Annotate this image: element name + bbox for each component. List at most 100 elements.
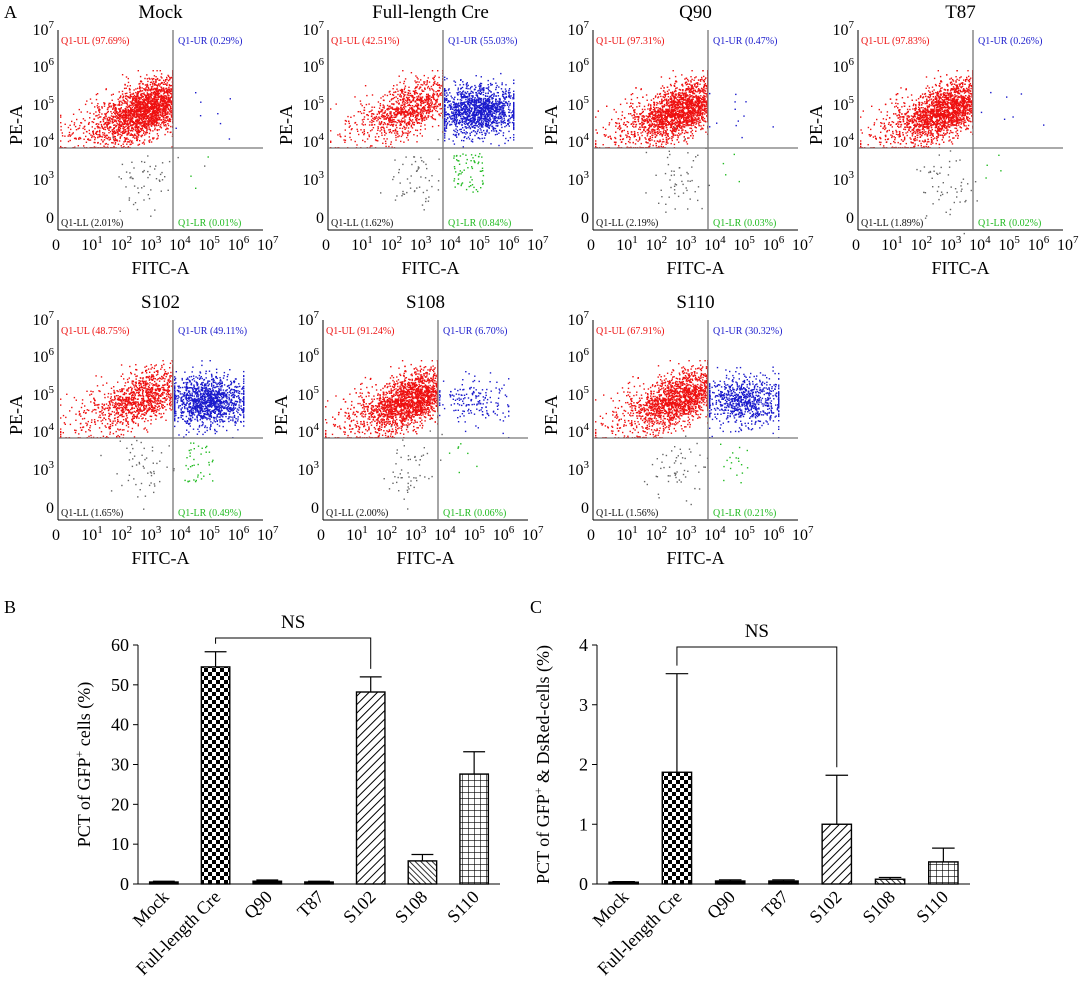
dot-ul [113,127,116,129]
dot-ul [371,129,373,131]
dot-ur [459,121,462,123]
dot-ul [123,141,125,143]
dot-ul [139,104,142,106]
dot-ul [133,108,135,110]
dot-ur [456,131,458,134]
dot-ul [124,126,126,128]
dot-ul [398,121,400,123]
dot-ul [148,102,150,104]
dot-ur [509,121,511,124]
dot-ur [476,109,479,111]
dot-ur [478,113,480,115]
dot-ul [344,119,347,122]
dot-ul [164,121,167,123]
dot-ul [426,109,428,112]
dot-ul [138,98,141,100]
dot-ul [145,107,147,110]
dot-ul [391,117,393,119]
dot-ul [169,118,172,121]
dot-ul [166,91,169,93]
dot-ul [382,104,384,106]
dot-ul [167,108,169,111]
dot-ul [125,101,127,103]
dot-ur [228,138,231,140]
dot-ul [126,85,129,87]
dot-ul [420,111,422,113]
dot-ur [444,135,446,137]
dot-ur [473,120,475,123]
dot-ur [472,96,474,99]
dot-ul [88,121,90,124]
dot-ul [150,124,152,127]
dot-ul [79,137,82,140]
dot-ur [448,120,450,123]
dot-ul [82,132,85,134]
dot-ul [394,91,397,93]
dot-ul [428,106,430,109]
dot-ul [162,116,165,118]
dot-ur [472,91,474,93]
dot-ul [434,118,436,120]
dot-ur [498,144,500,147]
dot-ul [409,101,412,103]
dot-ul [421,118,424,121]
dot-ur [500,107,502,109]
dot-ul [350,116,352,118]
dot-ul [139,127,142,130]
dot-ul [166,78,168,80]
dot-ul [153,103,155,106]
dot-ur [460,130,462,133]
dot-ul [145,87,147,89]
dot-ul [98,114,100,116]
dot-ur [456,103,458,105]
dot-ul [155,109,157,111]
dot-ur [509,109,511,111]
dot-ur [465,107,467,109]
dot-ul [154,89,157,91]
dot-ul [142,113,144,115]
dot-ur [504,142,506,145]
dot-ul [330,130,332,132]
dot-ur [494,127,497,130]
dot-ur [488,119,490,121]
dot-ur [453,114,456,116]
dot-ul [165,83,167,85]
dot-ur [444,76,446,78]
dot-ul [80,111,82,113]
dot-ul [405,127,407,129]
dot-ul [141,134,143,136]
dot-ul [378,136,380,138]
dot-ul [433,81,435,84]
dot-ur [495,125,497,127]
dot-ul [158,122,160,124]
dot-ur [504,126,506,128]
dot-ul [136,109,139,112]
dot-ul [144,77,146,80]
dot-ur [504,104,506,107]
dot-ul [416,115,418,117]
dot-ul [131,114,133,116]
dot-ul [401,90,403,92]
dot-ul [165,106,167,108]
dot-ul [122,123,125,126]
dot-ul [431,70,434,72]
dot-ul [115,121,118,123]
dot-ul [140,123,142,125]
dot-ur [471,117,473,119]
dot-ur [481,131,483,133]
dot-ul [143,98,145,100]
dot-ul [407,127,410,129]
dot-ul [379,117,382,120]
dot-ur [448,88,450,90]
dot-ll [129,172,131,174]
dot-ul [143,111,145,114]
dot-ul [401,89,403,91]
dot-ul [167,107,169,110]
dot-ul [131,106,133,109]
dot-ur [450,123,453,126]
dot-ur [462,118,464,120]
dot-ul [114,131,116,133]
dot-ul [437,105,439,107]
dot-ur [479,87,481,89]
dot-ul [157,107,160,109]
